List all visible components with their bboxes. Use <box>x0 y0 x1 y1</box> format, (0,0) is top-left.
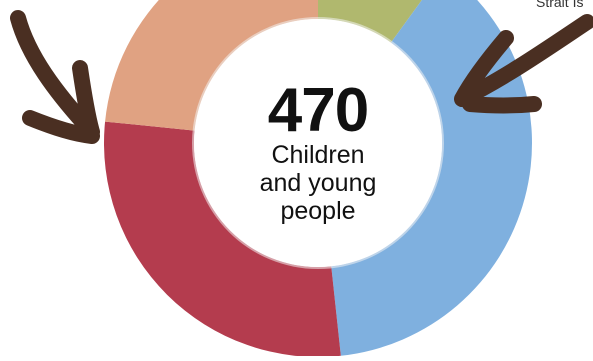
donut-slice-4 <box>105 0 318 131</box>
donut-hole <box>194 19 442 267</box>
center-label: Children and young people <box>259 141 377 225</box>
center-total-value: 470 <box>267 76 369 145</box>
partial-region-label: Strait Is <box>536 0 584 10</box>
right-arrow-annotation <box>454 14 593 114</box>
donut-slice-3 <box>104 121 341 357</box>
donut-slice-1 <box>318 0 422 43</box>
left-arrow-annotation <box>10 10 100 144</box>
